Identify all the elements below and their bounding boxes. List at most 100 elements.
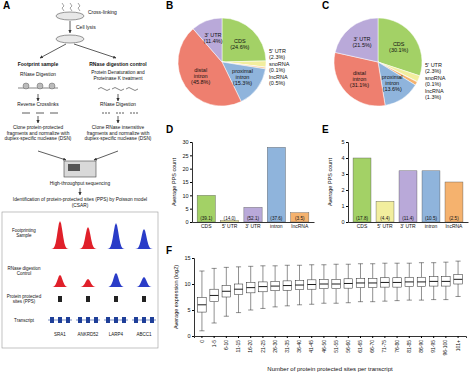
pie-labels: CDS(24.6%)proximalintron(15.3%)distalint… [191, 32, 290, 86]
tick: 3 [341, 171, 348, 177]
whisker-low [421, 287, 422, 301]
annotations: (17.8)(4.4)(11.4)(10.5)(2.5) [356, 216, 459, 221]
axis-title: Average expression (log2) [173, 265, 179, 329]
tick-mark [360, 336, 361, 338]
x-axis: CDS5' UTR3' UTRintronlncRNA [349, 222, 469, 229]
exon [58, 317, 62, 323]
whisker-cap-low [297, 304, 302, 305]
track-label-line: sites (PPS) [13, 299, 36, 304]
tick-label: 0 [187, 333, 190, 339]
y-axis: 012345 [341, 139, 348, 225]
panel-letter: D [166, 124, 173, 135]
tick-label: 25 [182, 153, 188, 159]
tick-label: 10 [182, 193, 188, 199]
tick: 51-55 [333, 336, 339, 353]
tick: 86-90 [418, 336, 424, 353]
tick-label: 15 [182, 179, 188, 185]
coverage-peak [105, 223, 127, 249]
tick: 10 [184, 281, 194, 287]
exon [122, 317, 126, 323]
tracks: FootprintingSampleRNase digestionControl… [2, 212, 158, 348]
step-text-line: (CSAR) [72, 203, 89, 208]
tick-mark [348, 336, 349, 338]
whisker-cap-low [260, 308, 265, 309]
gene-name: SRA1 [54, 332, 66, 337]
x-axis: CDS5' UTR3' UTRintronlncRNA [193, 222, 315, 229]
box [259, 282, 268, 292]
rna [126, 88, 138, 91]
bar [399, 171, 417, 222]
box [198, 298, 207, 313]
tick: 15 [184, 255, 194, 261]
arrow [38, 116, 39, 123]
step-text: Reverse Crosslinks [17, 102, 59, 107]
whisker-cap-low [431, 299, 436, 300]
box [405, 277, 414, 286]
tick-mark [190, 182, 192, 183]
tick: 56-60 [345, 336, 351, 353]
tick-label: 3' UTR [245, 223, 261, 229]
box [246, 282, 255, 292]
rna [112, 88, 124, 91]
step-text-line: Proteinase K treatment [93, 76, 143, 81]
pps-site [114, 296, 118, 302]
step-text: Clone RNase insensitivefragments and nor… [85, 125, 152, 141]
median [429, 281, 438, 282]
tick-mark [421, 336, 422, 338]
bar-annotation: (10.5) [425, 216, 437, 221]
box [368, 278, 377, 287]
workflow: Cross-linkingCell lysisFootprint sampleR… [5, 3, 152, 208]
arrow [94, 151, 118, 160]
figure: ACross-linkingCell lysisFootprint sample… [0, 0, 474, 377]
uv-ray [78, 3, 80, 11]
tick: 5' UTR [377, 222, 393, 229]
bars [353, 158, 463, 222]
whisker-cap-low [309, 304, 314, 305]
whisker-cap-low [358, 301, 363, 302]
whisker-low [409, 287, 410, 301]
tick-label: 96-100 [442, 340, 448, 356]
exon [86, 317, 90, 323]
slice-label-line: (1.3%) [425, 94, 441, 100]
tick-label: 5' UTR [222, 223, 238, 229]
tick-label: 11-15 [235, 340, 241, 353]
median [198, 304, 207, 305]
tick: 36-40 [296, 336, 302, 353]
slice-label-line: (13.6%) [383, 86, 402, 92]
bar-annotation: (2.5) [449, 216, 459, 221]
arrow [118, 116, 119, 123]
panel-letter: A [3, 0, 10, 11]
tick-mark [262, 336, 263, 338]
whisker-cap-low [456, 296, 461, 297]
gene-name: ANKRD52 [78, 332, 99, 337]
box [271, 281, 280, 290]
tick-mark [409, 336, 410, 338]
bar [244, 207, 262, 222]
step-text-line: RNase Digestion [20, 72, 56, 77]
tick-label: 86-90 [418, 340, 424, 353]
tick-mark [346, 158, 348, 159]
exon [94, 317, 98, 323]
step-text-line: fragments and normalize with [87, 131, 150, 136]
median [307, 284, 316, 285]
branch-title-line: RNase digestion control [89, 61, 147, 67]
slice-label: CDS(24.6%) [230, 38, 249, 50]
tick: 71-75 [381, 336, 387, 353]
y-axis: 051015 [184, 255, 194, 339]
slice-label-line: (0.1%) [425, 81, 441, 87]
slice-label-line: (0.5%) [269, 80, 285, 86]
tick: 1-5 [211, 336, 217, 347]
whisker-cap-low [212, 323, 217, 324]
tick: 0 [341, 219, 348, 225]
tick-label: 6-10 [223, 340, 229, 350]
whisker-high [250, 266, 251, 282]
tick: 4 [341, 155, 348, 161]
tick-label: intron [270, 223, 283, 229]
tick-label: 3 [341, 171, 344, 177]
tick-label: 4 [341, 155, 344, 161]
exon [134, 317, 138, 323]
step-text-line: Cell lysis [76, 24, 96, 30]
whisker-low [372, 288, 373, 302]
tick-label: 2 [341, 187, 344, 193]
whisker-cap-high [419, 262, 424, 263]
